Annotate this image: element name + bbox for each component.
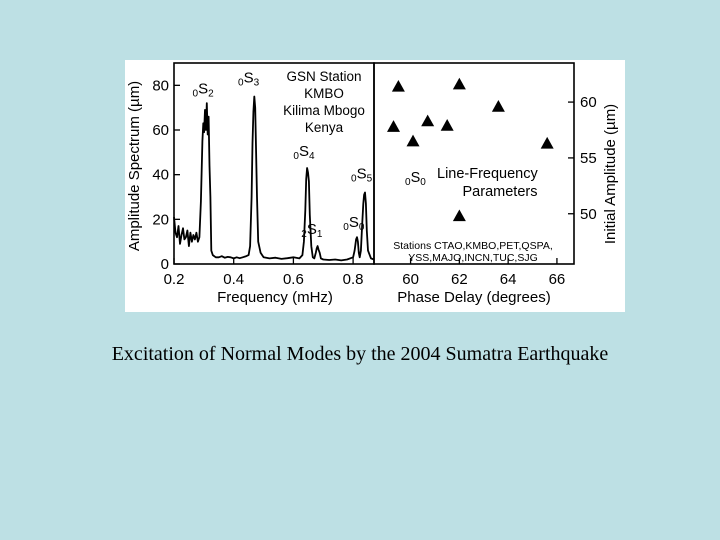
peak-label-prefix: 0 bbox=[238, 78, 244, 89]
spectrum-x-tick-label: 0.8 bbox=[343, 271, 364, 288]
station-line-2: KMBO bbox=[304, 86, 344, 101]
title-mode-letter: S bbox=[411, 170, 421, 186]
line-frequency-title: 0S0 Line-Frequency Parameters bbox=[405, 166, 538, 200]
peak-label-subscript: 3 bbox=[254, 78, 260, 89]
line-frequency-plot: 60 62 64 66 50 55 60 0S0 Line-Frequency Parame… bbox=[373, 62, 619, 306]
line-frequency-axis-ticks: 60 62 64 66 50 55 60 bbox=[402, 94, 596, 288]
title-mode-subscript: 0 bbox=[420, 177, 426, 188]
scatter-point-triangle bbox=[440, 119, 454, 131]
peak-label-subscript: 1 bbox=[317, 229, 323, 240]
peak-label: 0S5 bbox=[351, 166, 373, 185]
peak-label-subscript: 4 bbox=[309, 151, 315, 162]
peak-label-prefix: 2 bbox=[301, 229, 307, 240]
title-line-1: Line-Frequency bbox=[437, 166, 538, 182]
spectrum-y-tick-label: 0 bbox=[161, 256, 169, 273]
peak-label: 0S4 bbox=[293, 143, 315, 162]
scatter-markers bbox=[387, 77, 554, 222]
peak-label-letter: S bbox=[357, 166, 367, 183]
spectrum-series-line bbox=[173, 95, 375, 262]
line-frequency-x-axis-label: Phase Delay (degrees) bbox=[397, 289, 550, 306]
peak-label-subscript: 2 bbox=[208, 88, 214, 99]
spectrum-x-tick-label: 0.4 bbox=[223, 271, 244, 288]
stations-line-2: YSS,MAJO,INCN,TUC,SJG bbox=[408, 252, 538, 264]
scatter-point-triangle bbox=[491, 100, 505, 112]
scatter-point-triangle bbox=[406, 134, 420, 147]
scatter-point-triangle bbox=[452, 209, 466, 222]
spectrum-x-tick-label: 0.6 bbox=[283, 271, 304, 288]
slide-caption: Excitation of Normal Modes by the 2004 S… bbox=[111, 343, 609, 365]
peak-label-prefix: 0 bbox=[343, 222, 349, 233]
peak-label-letter: S bbox=[244, 70, 254, 87]
peak-label: 2S1 bbox=[301, 221, 323, 240]
line-frequency-y-tick-label: 60 bbox=[580, 94, 597, 111]
peak-label-prefix: 0 bbox=[193, 88, 199, 99]
station-line-1: GSN Station bbox=[286, 69, 361, 84]
spectrum-y-axis-label: Amplitude Spectrum (µm) bbox=[126, 81, 143, 251]
spectrum-y-tick-label: 80 bbox=[152, 77, 169, 94]
peak-label-subscript: 5 bbox=[367, 174, 373, 185]
title-mode-prefix: 0 bbox=[405, 177, 411, 188]
peak-label: 0S0 bbox=[343, 214, 365, 233]
station-block: GSN Station KMBO Kilima Mbogo Kenya bbox=[283, 69, 365, 135]
spectrum-y-tick-label: 20 bbox=[152, 211, 169, 228]
peak-label-letter: S bbox=[299, 143, 309, 160]
peak-label-letter: S bbox=[307, 221, 317, 238]
spectrum-x-tick-label: 0.2 bbox=[164, 271, 185, 288]
line-frequency-y-tick-label: 50 bbox=[580, 206, 597, 223]
figure-panel: 0.2 0.4 0.6 0.8 0 20 40 60 80 0S2 0S3 0S4 2S1 0S0 0S5… bbox=[125, 60, 625, 312]
peak-label-subscript: 0 bbox=[359, 222, 365, 233]
peak-label-prefix: 0 bbox=[293, 151, 299, 162]
spectrum-x-axis-label: Frequency (mHz) bbox=[217, 289, 333, 306]
stations-note: Stations CTAO,KMBO,PET,QSPA, YSS,MAJO,IN… bbox=[393, 240, 553, 264]
scatter-point-triangle bbox=[391, 79, 405, 92]
scatter-point-triangle bbox=[540, 136, 554, 149]
scatter-point-triangle bbox=[452, 77, 466, 90]
spectrum-y-tick-label: 60 bbox=[152, 122, 169, 139]
peak-label: 0S2 bbox=[193, 80, 215, 99]
station-line-4: Kenya bbox=[305, 120, 344, 135]
peak-label-letter: S bbox=[198, 80, 208, 97]
peak-label-prefix: 0 bbox=[351, 174, 357, 185]
line-frequency-y-tick-label: 55 bbox=[580, 150, 597, 167]
stations-line-1: Stations CTAO,KMBO,PET,QSPA, bbox=[393, 240, 553, 252]
scatter-point-triangle bbox=[421, 114, 435, 127]
line-frequency-x-tick-label: 62 bbox=[451, 271, 468, 288]
scatter-point-triangle bbox=[387, 120, 401, 132]
line-frequency-x-tick-label: 60 bbox=[402, 271, 419, 288]
peak-label: 0S3 bbox=[238, 70, 260, 89]
line-frequency-x-tick-label: 66 bbox=[549, 271, 566, 288]
title-mode-symbol: 0S0 bbox=[405, 170, 426, 188]
line-frequency-plot-frame bbox=[373, 62, 575, 265]
line-frequency-x-tick-label: 64 bbox=[500, 271, 517, 288]
station-line-3: Kilima Mbogo bbox=[283, 103, 365, 118]
peak-label-letter: S bbox=[349, 214, 359, 231]
spectrum-y-tick-label: 40 bbox=[152, 167, 169, 184]
line-frequency-y-axis-label: Initial Amplitude (µm) bbox=[602, 104, 619, 244]
title-line-2: Parameters bbox=[463, 184, 538, 200]
